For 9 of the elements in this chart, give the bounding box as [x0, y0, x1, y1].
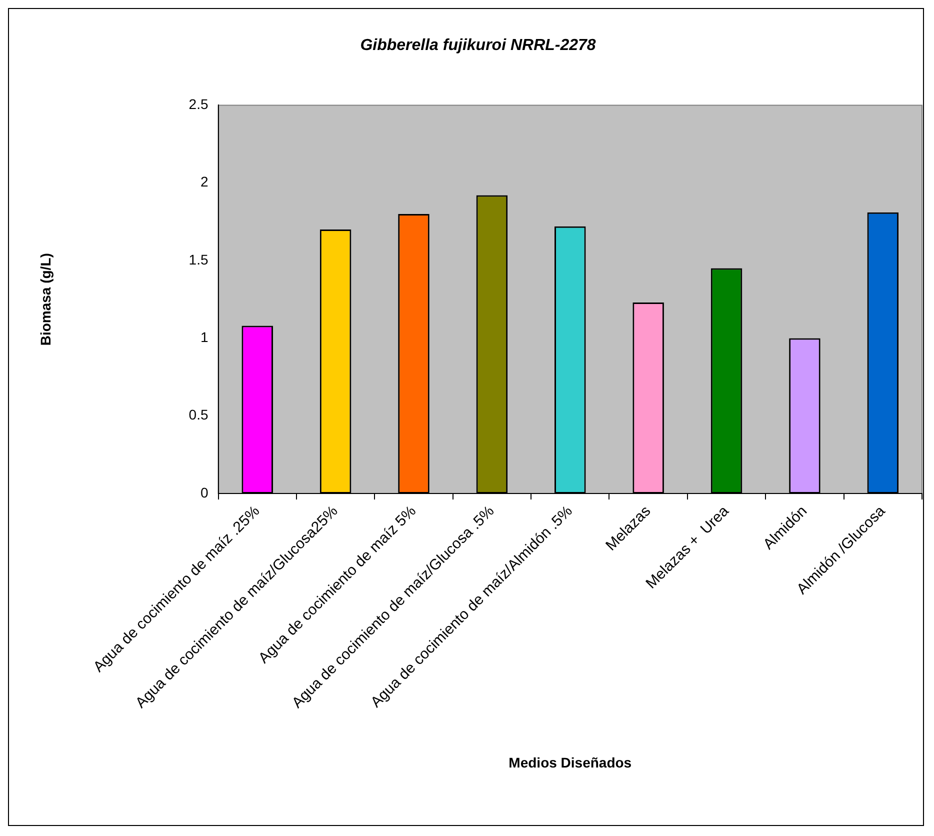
y-axis-title: Biomasa (g/L) [37, 253, 54, 346]
y-tick-label: 2 [200, 174, 208, 190]
x-axis-title: Medios Diseñados [508, 754, 632, 770]
y-tick-label: 1 [200, 329, 208, 346]
y-tick-label: 2.5 [188, 96, 208, 112]
y-tick-label: 0.5 [188, 406, 208, 423]
y-tick-label: 0 [200, 484, 208, 500]
chart-title: Gibberella fujikuroi NRRL-2278 [360, 37, 596, 54]
y-tick-label: 1.5 [188, 251, 208, 268]
